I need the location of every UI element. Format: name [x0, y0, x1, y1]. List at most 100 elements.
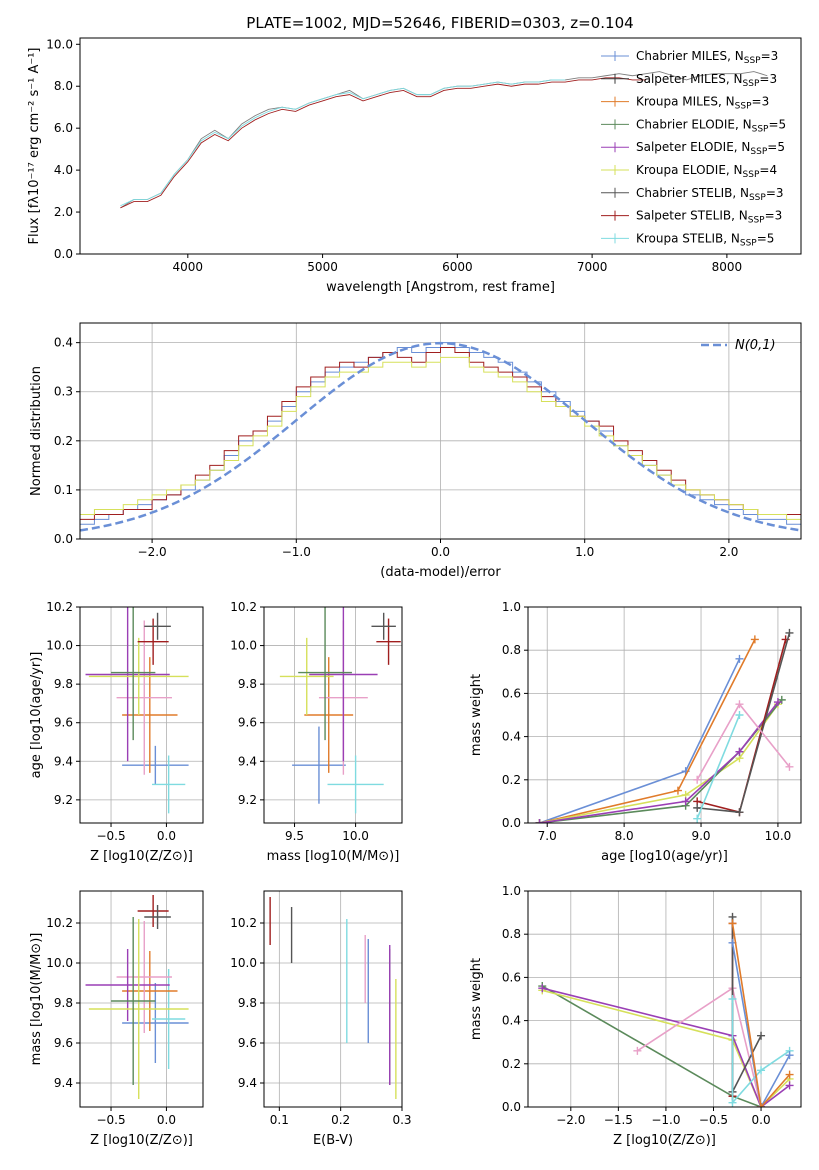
y-tick-label: 0.2 — [502, 1057, 521, 1071]
y-tick-label: 0.4 — [502, 730, 521, 744]
marker-point — [728, 919, 737, 928]
plot-area — [269, 897, 397, 1099]
x-tick-label: −1.5 — [604, 1113, 633, 1127]
marker-point — [735, 654, 744, 663]
legend-label: Salpeter STELIB, NSSP=3 — [636, 209, 782, 226]
marker-point — [785, 628, 794, 637]
panel-6: −0.5 0.0 9.4 9.6 9.8 10.0 10.2 Z [log10(Z/Z⊙)] m… — [29, 890, 204, 1148]
panel-2: N(0,1) −2.0 −1.0 0.0 1.0 2.0 0.0 0.1 0.2 0.3 0.4 (d… — [29, 322, 802, 580]
marker-point — [735, 711, 744, 719]
y-tick-label: 10.0 — [46, 956, 73, 970]
series-kroupa-stelib — [696, 714, 741, 819]
legend-label: Salpeter MILES, NSSP=3 — [636, 72, 777, 89]
y-tick-label: 9.4 — [238, 1076, 257, 1090]
y-tick-label: 0.4 — [502, 1014, 521, 1028]
y-tick-label: 9.8 — [54, 996, 73, 1010]
series-chabrier-miles — [731, 942, 791, 1107]
x-tick-label: 0.1 — [270, 1113, 289, 1127]
y-tick-label: 10.2 — [230, 600, 257, 614]
y-axis-label: mass [log10(M/M⊙)] — [29, 933, 44, 1066]
x-tick-label: 0.0 — [752, 1113, 771, 1127]
axes-frame — [79, 606, 204, 824]
series-chabrier-elodie — [539, 699, 783, 823]
spectrum-legend: Chabrier MILES, NSSP=3 Salpeter MILES, NS… — [601, 49, 786, 248]
x-tick-label: 9.5 — [285, 829, 304, 843]
y-tick-label: 0.6 — [502, 970, 521, 984]
x-tick-label: 9.0 — [691, 829, 710, 843]
y-tick-label: 0.8 — [502, 643, 521, 657]
legend-label: Kroupa ELODIE, NSSP=4 — [636, 163, 777, 180]
marker-point — [728, 1098, 737, 1107]
marker-point — [728, 995, 737, 1003]
x-tick-label: 7000 — [577, 260, 608, 274]
axes-frame — [527, 890, 802, 1108]
series-kroupa-miles — [539, 639, 756, 823]
x-tick-label: −2.0 — [556, 1113, 585, 1127]
x-tick-label: 5000 — [307, 260, 338, 274]
y-tick-label: 0.0 — [502, 1100, 521, 1114]
y-tick-label: 10.2 — [46, 600, 73, 614]
marker-point — [735, 700, 744, 709]
marker-point — [785, 762, 794, 771]
x-axis-label: mass [log10(M/M⊙)] — [267, 849, 400, 864]
series-salpeter-elodie — [539, 701, 779, 823]
plot-area — [535, 628, 794, 823]
legend-label: Salpeter ELODIE, NSSP=5 — [636, 140, 785, 157]
axes-frame — [79, 890, 204, 1108]
series-model — [120, 77, 647, 209]
plot-area — [120, 71, 768, 209]
y-tick-label: 9.8 — [238, 677, 257, 691]
series-salpeter-miles — [636, 986, 762, 1107]
y-tick-label: 9.2 — [54, 793, 73, 807]
x-tick-label: −0.5 — [96, 1113, 125, 1127]
legend-label: Kroupa MILES, NSSP=3 — [636, 95, 769, 112]
y-tick-label: 4.0 — [54, 163, 73, 177]
y-tick-label: 1.0 — [502, 600, 521, 614]
x-tick-label: −2.0 — [138, 545, 167, 559]
plot-area — [279, 607, 401, 814]
marker-point — [681, 797, 690, 806]
x-tick-label: 1.0 — [575, 545, 594, 559]
legend-label: Chabrier STELIB, NSSP=3 — [636, 186, 784, 203]
y-tick-label: 0.1 — [54, 483, 73, 497]
marker-point — [785, 1081, 794, 1090]
marker-point — [750, 635, 759, 644]
marker-point — [735, 747, 744, 756]
y-tick-label: 9.2 — [238, 793, 257, 807]
y-tick-label: 10.0 — [230, 956, 257, 970]
marker-point — [785, 1070, 794, 1079]
y-tick-label: 9.4 — [54, 1076, 73, 1090]
y-tick-label: 10.0 — [230, 639, 257, 653]
series-salpeter-elodie — [542, 987, 791, 1107]
y-tick-label: 0.2 — [54, 434, 73, 448]
marker-point — [693, 775, 702, 784]
y-tick-label: 0.2 — [502, 773, 521, 787]
plot-area — [538, 912, 794, 1107]
marker-point — [785, 1051, 794, 1060]
y-tick-label: 8.0 — [54, 79, 73, 93]
y-tick-label: 6.0 — [54, 121, 73, 135]
x-tick-label: 10.0 — [765, 829, 792, 843]
y-tick-label: 10.2 — [230, 916, 257, 930]
series-kroupa-miles — [731, 923, 791, 1107]
x-tick-label: 10.0 — [342, 829, 369, 843]
x-tick-label: 0.2 — [331, 1113, 350, 1127]
y-axis-label: Flux [fλ10⁻¹⁷ erg cm⁻² s⁻¹ A⁻¹] — [27, 48, 42, 245]
y-tick-label: 0.6 — [502, 686, 521, 700]
figure-title: PLATE=1002, MJD=52646, FIBERID=0303, z=0… — [246, 14, 633, 32]
x-tick-label: 6000 — [442, 260, 473, 274]
y-tick-label: 0.8 — [502, 927, 521, 941]
y-axis-label: mass weight — [469, 958, 484, 1040]
panel-5: 7.0 8.0 9.0 10.0 0.0 0.2 0.4 0.6 0.8 1.0 age [log1… — [469, 600, 802, 864]
x-axis-label: Z [log10(Z/Z⊙)] — [90, 1133, 193, 1148]
marker-point — [693, 803, 702, 812]
y-tick-label: 0.4 — [54, 336, 73, 350]
y-tick-label: 9.8 — [54, 677, 73, 691]
plot-area — [85, 895, 189, 1099]
legend: N(0,1) — [701, 338, 776, 353]
marker-point — [757, 1103, 766, 1107]
panel-7: 0.1 0.2 0.3 9.4 9.6 9.8 10.0 10.2 E(B-V) — [230, 890, 412, 1148]
legend-label: Kroupa STELIB, NSSP=5 — [636, 231, 774, 248]
y-tick-label: 9.6 — [238, 1036, 257, 1050]
series-kroupa-elodie — [542, 989, 791, 1107]
